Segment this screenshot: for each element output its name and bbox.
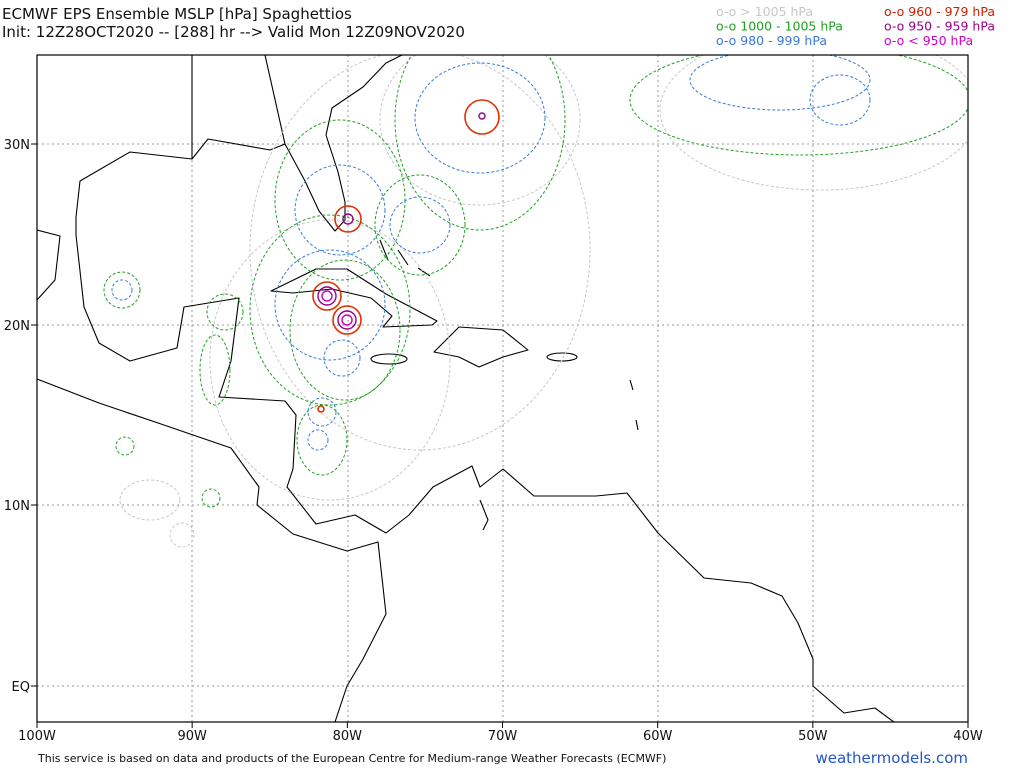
legend-symbol: o-o: [884, 4, 904, 19]
legend-entry: o-o 980 - 999 hPa: [716, 33, 827, 48]
lat-label: 30N: [4, 138, 30, 153]
legend-entry: o-o 960 - 979 hPa: [884, 4, 995, 19]
site-link[interactable]: weathermodels.com: [815, 749, 968, 767]
legend-label: > 1005 hPa: [740, 4, 813, 19]
title: ECMWF EPS Ensemble MSLP [hPa] Spaghettio…: [2, 5, 352, 23]
legend-symbol: o-o: [884, 19, 904, 34]
lon-label: 80W: [333, 729, 363, 744]
lat-label: 20N: [4, 319, 30, 334]
ensemble-contours: [103, 55, 968, 548]
legend-symbol: o-o: [716, 4, 736, 19]
credit: This service is based on data and produc…: [37, 752, 666, 765]
legend-symbol: o-o: [716, 19, 736, 34]
lat-label: 10N: [4, 499, 30, 514]
lon-label: 40W: [953, 729, 983, 744]
subtitle: Init: 12Z28OCT2020 -- [288] hr --> Valid…: [2, 23, 465, 41]
legend-entry: o-o 950 - 959 hPa: [884, 19, 995, 34]
legend-label: 950 - 959 hPa: [908, 19, 995, 34]
lon-label: 70W: [488, 729, 518, 744]
map: [37, 55, 968, 722]
graticule: [37, 55, 968, 722]
axis-labels: 30N 20N 10N EQ 100W 90W 80W 70W 60W 50W 40W: [4, 138, 983, 744]
lat-label: EQ: [12, 680, 30, 695]
lon-label: 60W: [643, 729, 673, 744]
coastlines: [37, 55, 895, 722]
legend-symbol: o-o: [716, 33, 736, 48]
legend-entry: o-o 1000 - 1005 hPa: [716, 19, 843, 34]
legend-entry: o-o > 1005 hPa: [716, 4, 813, 19]
lon-label: 90W: [177, 729, 207, 744]
legend-label: 960 - 979 hPa: [908, 4, 995, 19]
lon-label: 100W: [18, 729, 56, 744]
legend-entry: o-o < 950 hPa: [884, 33, 973, 48]
legend-label: < 950 hPa: [908, 33, 973, 48]
legend-label: 980 - 999 hPa: [740, 33, 827, 48]
legend-symbol: o-o: [884, 33, 904, 48]
legend-label: 1000 - 1005 hPa: [740, 19, 843, 34]
legend: o-o > 1005 hPa o-o 1000 - 1005 hPa o-o 980 - …: [716, 4, 995, 48]
lon-label: 50W: [798, 729, 828, 744]
